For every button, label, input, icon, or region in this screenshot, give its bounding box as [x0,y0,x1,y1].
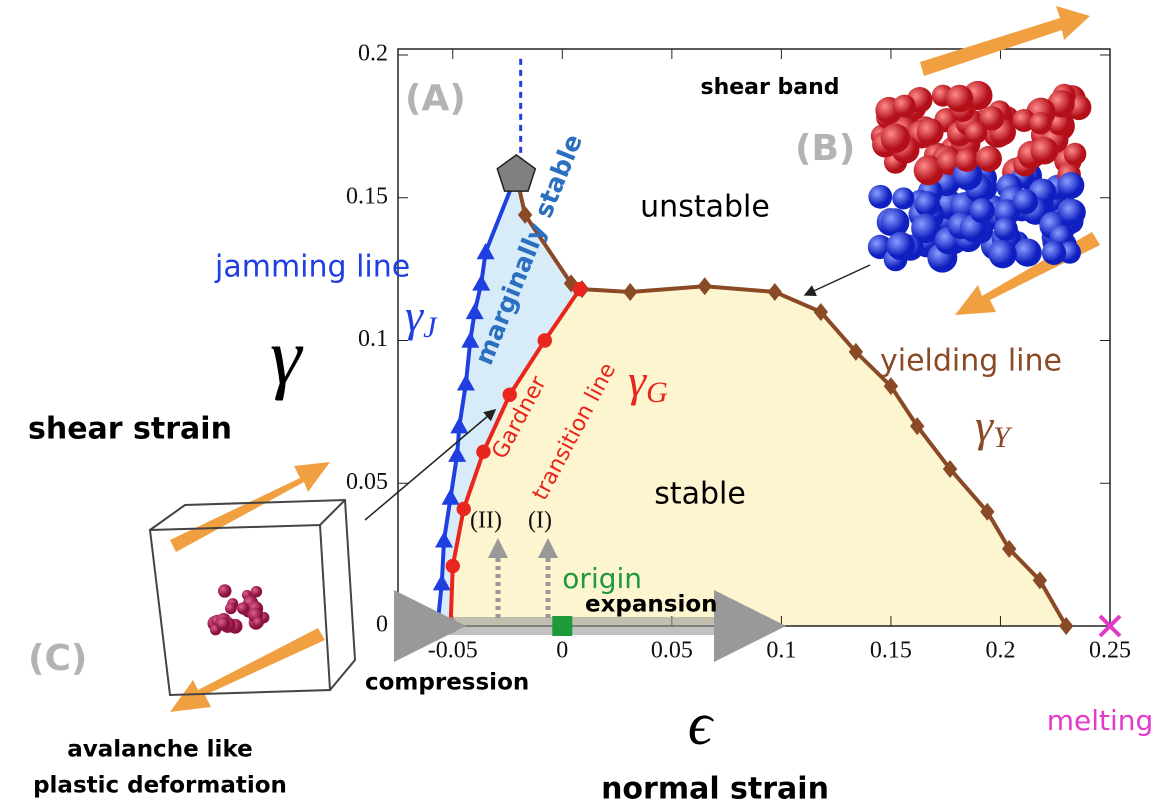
particle [225,602,237,614]
particle [1031,137,1058,164]
subscript: Y [993,421,1013,454]
particle [1059,199,1086,226]
annotation: expansion [585,592,718,618]
particles-b [868,81,1092,273]
panel-label: (B) [795,128,855,169]
annotation: shear band [700,75,839,100]
marker [552,616,572,636]
x-tick-label: 0.1 [766,638,796,664]
particle [1058,172,1085,199]
symbol: γY [975,400,1013,454]
subscript: J [423,311,438,344]
marker [573,282,587,296]
symbol: γ [405,290,425,341]
x-tick-label: 0.25 [1089,638,1131,664]
marker [457,502,471,516]
arrow [170,462,330,552]
particle [1042,241,1066,265]
x-axis-label: normal strain [601,772,829,807]
figure: -0.0500.050.10.150.20.2500.050.10.150.2 … [0,0,1174,809]
annotation: compression [365,670,529,696]
series-label: jamming line [214,250,410,285]
point-label: origin [562,562,642,595]
particle [216,617,230,631]
annotation: (I) [528,508,552,534]
panel-label: (C) [28,638,87,679]
annotation: (II) [470,508,502,534]
particle [1064,143,1087,166]
particle [970,198,995,223]
particle [892,187,914,209]
particle [914,191,939,216]
particle [253,617,264,628]
point-label: melting [1047,704,1154,737]
symbol: γ [975,400,995,451]
arrow [920,6,1090,76]
axis-symbol: ϵ [688,691,715,757]
x-tick-label: 0.2 [985,638,1015,664]
particle [965,121,987,143]
particle [917,118,944,145]
panel-label: (A) [405,78,466,119]
symbol: γ [628,355,648,406]
axis-symbol: γ [270,313,304,401]
particle [881,123,911,153]
x-tick-label: -0.05 [428,638,478,664]
annotation: plastic deformation [33,773,287,799]
particle [989,240,1017,268]
particle [994,217,1018,241]
marker [538,333,552,347]
particle [1013,189,1038,214]
particles-c [207,584,269,635]
particle [893,95,916,118]
y-tick-label: 0.15 [346,183,388,209]
arrow [170,628,325,712]
symbol: γJ [405,290,438,344]
particle [1029,112,1052,135]
particle [976,146,1002,172]
particle [251,586,262,597]
annotation: unstable [640,190,770,225]
particle [946,85,974,113]
series-label: yielding line [880,344,1062,379]
annotation: stable [654,477,746,512]
y-tick-label: 0.1 [358,326,388,352]
particle [868,185,892,209]
box-edge [320,500,345,525]
particle [218,584,231,597]
annotation: avalanche like [67,737,252,763]
marker [446,559,460,573]
particle [1013,238,1041,266]
particle [955,148,979,172]
x-tick-label: 0.15 [870,638,912,664]
marker [497,155,535,191]
pointer [805,265,870,295]
y-tick-label: 0 [376,612,388,638]
y-tick-label: 0.05 [346,469,388,495]
subscript: G [646,376,668,409]
x-tick-label: 0.05 [651,638,693,664]
y-axis-label: shear strain [28,412,232,447]
x-tick-label: 0 [556,638,568,664]
particle [887,232,915,260]
particle [237,602,249,614]
y-tick-label: 0.2 [358,41,388,67]
